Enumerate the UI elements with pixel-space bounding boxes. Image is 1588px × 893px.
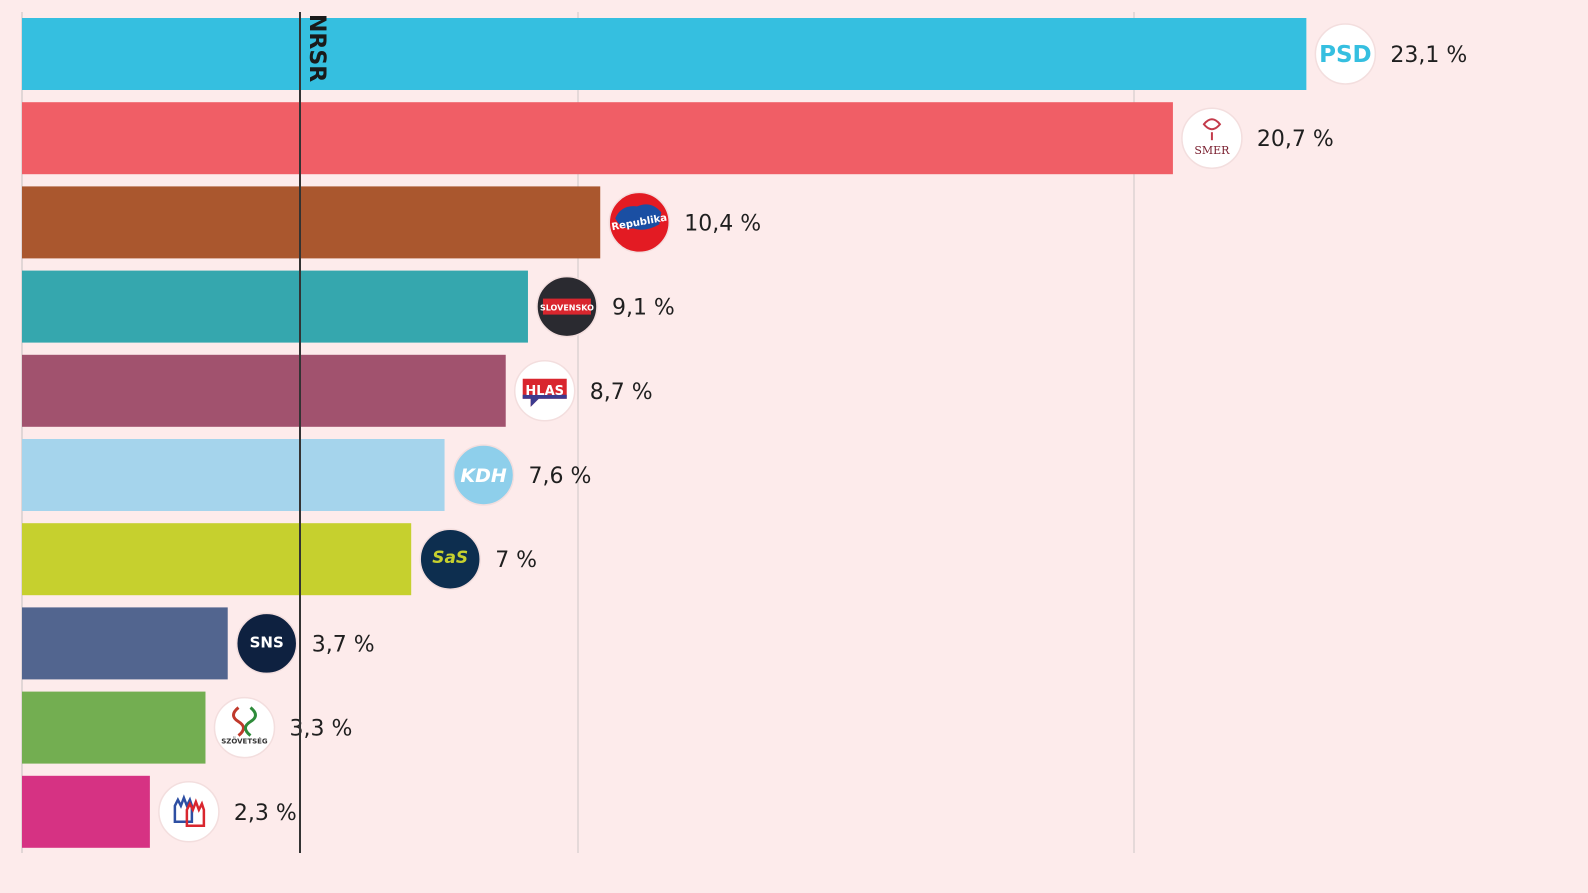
bar bbox=[22, 102, 1173, 175]
bar bbox=[22, 270, 528, 343]
svg-text:HLAS: HLAS bbox=[525, 384, 564, 399]
value-label: 2,3 % bbox=[234, 801, 297, 826]
bar bbox=[22, 186, 601, 259]
party-logos: PSD SMER Republika SLOVENSKO HLAS KDH SaS SNS SZ… bbox=[158, 23, 1377, 843]
value-labels: 23,1 % 20,7 % 10,4 % 9,1 % 8,7 % 7,6 % 7 % 3,7 … bbox=[234, 43, 1467, 826]
value-label: 23,1 % bbox=[1390, 43, 1467, 68]
value-label: 10,4 % bbox=[684, 211, 761, 236]
bar bbox=[22, 18, 1307, 90]
value-label: 9,1 % bbox=[612, 296, 675, 321]
svg-text:SLOVENSKO: SLOVENSKO bbox=[540, 304, 594, 313]
bar bbox=[22, 775, 150, 848]
value-label: 3,3 % bbox=[289, 717, 352, 742]
value-label: 7,6 % bbox=[529, 464, 592, 489]
kdh-logo: KDH bbox=[452, 444, 515, 506]
demokrati-logo bbox=[158, 781, 220, 843]
hlas-logo: HLAS bbox=[513, 360, 576, 422]
bars bbox=[22, 18, 1307, 848]
bar bbox=[22, 354, 506, 427]
sas-logo: SaS bbox=[419, 528, 481, 590]
svg-text:SZÖVETSÉG: SZÖVETSÉG bbox=[221, 737, 268, 746]
svg-text:PSD: PSD bbox=[1319, 42, 1372, 68]
bar bbox=[22, 607, 228, 680]
svg-text:SMER: SMER bbox=[1194, 144, 1230, 157]
szovetseg-logo: SZÖVETSÉG bbox=[213, 696, 276, 759]
svg-text:SaS: SaS bbox=[432, 548, 468, 568]
bar bbox=[22, 691, 206, 764]
value-label: 7 % bbox=[495, 548, 537, 573]
psd-logo: PSD bbox=[1314, 23, 1377, 85]
sns-logo: SNS bbox=[235, 612, 298, 675]
value-label: 8,7 % bbox=[590, 380, 653, 405]
hnutie-slovensko-logo: SLOVENSKO bbox=[536, 275, 598, 338]
threshold-marker: NRSR bbox=[299, 12, 329, 853]
svg-text:KDH: KDH bbox=[460, 465, 506, 487]
threshold-label: NRSR bbox=[304, 14, 329, 82]
svg-text:SNS: SNS bbox=[250, 633, 284, 651]
smer-logo: SMER bbox=[1181, 107, 1243, 169]
bar bbox=[22, 439, 445, 511]
value-label: 20,7 % bbox=[1257, 127, 1334, 152]
republika-logo: Republika bbox=[608, 191, 670, 254]
value-label: 3,7 % bbox=[312, 632, 375, 657]
bar bbox=[22, 523, 412, 596]
